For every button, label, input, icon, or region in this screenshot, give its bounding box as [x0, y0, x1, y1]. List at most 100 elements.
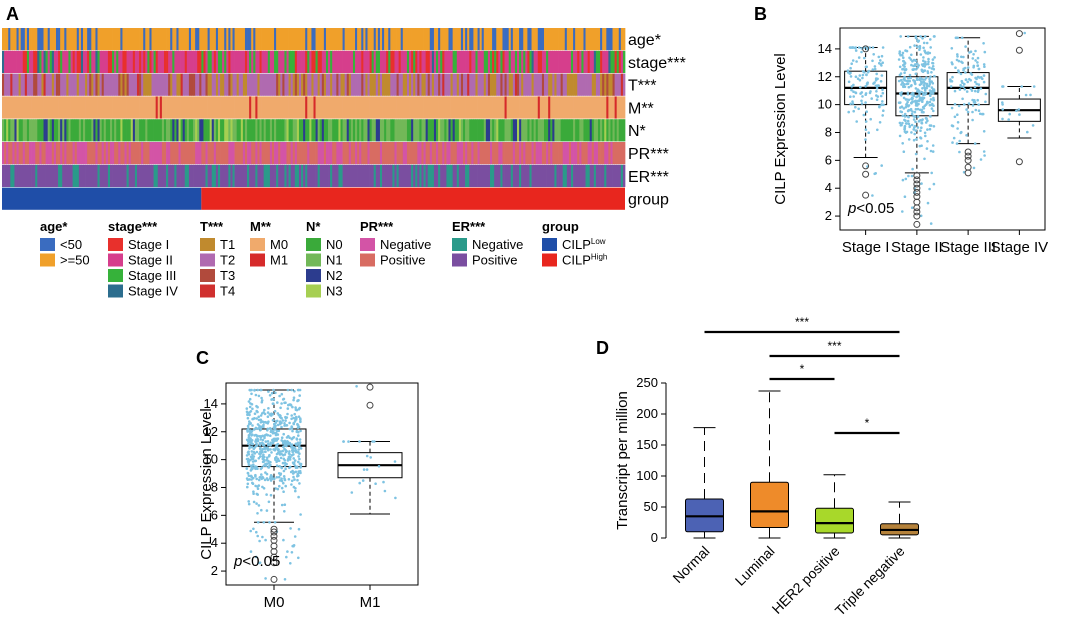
- heatmap-cell: [379, 119, 383, 142]
- heatmap-cell: [373, 28, 377, 51]
- heatmap-cell: [145, 119, 148, 142]
- outlier-point: [1015, 158, 1023, 166]
- jitter-point: [872, 53, 875, 56]
- jitter-point: [973, 85, 977, 89]
- jitter-point: [927, 57, 930, 61]
- heatmap-cell: [440, 50, 443, 73]
- heatmap-cell: [535, 142, 539, 165]
- jitter-point: [861, 95, 864, 98]
- heatmap-cell: [29, 119, 32, 142]
- heatmap-cell: [228, 50, 231, 73]
- heatmap-cell: [344, 119, 348, 142]
- heatmap-cell: [16, 50, 19, 73]
- heatmap-cell: [554, 73, 557, 96]
- heatmap-cell: [305, 164, 308, 187]
- jitter-point: [974, 89, 977, 93]
- heatmap-cell: [595, 164, 599, 187]
- heatmap-cell: [238, 28, 242, 51]
- heatmap-cell: [608, 73, 611, 96]
- jitter-point: [256, 388, 260, 392]
- heatmap-cell: [475, 142, 478, 165]
- heatmap-cell: [74, 119, 78, 142]
- heatmap-cell: [400, 119, 404, 142]
- heatmap-cell: [479, 96, 483, 119]
- heatmap-cell: [313, 28, 316, 51]
- heatmap-cell: [157, 73, 161, 96]
- heatmap-cell: [346, 119, 350, 142]
- heatmap-cell: [566, 73, 570, 96]
- heatmap-cell: [166, 28, 169, 51]
- heatmap-cell: [494, 142, 497, 165]
- jitter-point: [248, 478, 251, 481]
- heatmap-cell: [535, 164, 539, 187]
- jitter-point: [248, 447, 251, 450]
- heatmap-cell: [473, 164, 476, 187]
- jitter-point: [270, 391, 274, 395]
- jitter-point: [920, 126, 923, 129]
- heatmap-cell: [519, 28, 522, 51]
- heatmap-cell: [496, 28, 499, 51]
- heatmap-cell: [581, 50, 584, 73]
- jitter-point: [961, 81, 964, 85]
- heatmap-cell: [37, 119, 40, 142]
- heatmap-cell: [452, 50, 456, 73]
- jitter-point: [855, 60, 858, 63]
- heatmap-cell: [24, 142, 28, 165]
- heatmap-cell: [31, 164, 34, 187]
- jitter-point: [280, 425, 283, 429]
- heatmap-cell: [274, 142, 277, 165]
- heatmap-cell: [481, 50, 485, 73]
- heatmap-cell: [195, 164, 198, 187]
- heatmap-cell: [118, 28, 121, 51]
- heatmap-cell: [18, 73, 22, 96]
- heatmap-cell: [465, 96, 468, 119]
- heatmap-cell: [436, 96, 439, 119]
- jitter-point: [903, 112, 907, 116]
- heatmap-cell: [222, 50, 225, 73]
- heatmap-cell: [527, 96, 530, 119]
- heatmap-cell: [163, 142, 167, 165]
- heatmap-cell: [344, 28, 348, 51]
- heatmap-cell: [51, 73, 55, 96]
- heatmap-cell: [217, 50, 221, 73]
- heatmap-cell: [423, 164, 426, 187]
- jitter-point: [904, 98, 908, 101]
- heatmap-cell: [207, 28, 211, 51]
- heatmap-cell: [587, 119, 591, 142]
- heatmap-cell: [313, 96, 316, 119]
- heatmap-cell: [369, 119, 372, 142]
- heatmap-cell: [415, 73, 418, 96]
- jitter-point: [277, 448, 280, 451]
- heatmap-cell: [556, 28, 559, 51]
- heatmap-cell: [355, 50, 358, 73]
- heatmap-cell: [136, 142, 140, 165]
- heatmap-cell: [190, 96, 194, 119]
- jitter-point: [280, 402, 283, 405]
- heatmap-cell: [78, 119, 82, 142]
- jitter-point: [911, 68, 915, 71]
- heatmap-cell: [311, 28, 314, 51]
- heatmap-cell: [454, 142, 458, 165]
- heatmap-cell: [379, 73, 383, 96]
- heatmap-cell: [392, 73, 395, 96]
- jitter-point: [273, 521, 277, 524]
- heatmap-cell: [53, 164, 57, 187]
- heatmap-cell: [568, 28, 572, 51]
- jitter-point: [275, 460, 278, 464]
- heatmap-cell: [409, 142, 412, 165]
- heatmap-cell: [537, 142, 541, 165]
- jitter-point: [296, 472, 300, 476]
- heatmap-cell: [394, 96, 397, 119]
- jitter-point: [918, 48, 921, 51]
- heatmap-cell: [317, 73, 321, 96]
- heatmap-cell: [595, 50, 599, 73]
- heatmap-cell: [556, 119, 559, 142]
- heatmap-cell: [392, 96, 395, 119]
- jitter-point: [973, 142, 977, 145]
- jitter-point: [279, 406, 282, 410]
- heatmap-cell: [336, 96, 339, 119]
- heatmap-cell: [161, 119, 165, 142]
- heatmap-cell: [43, 28, 46, 51]
- heatmap-track-label: M**: [628, 100, 654, 117]
- heatmap-cell: [436, 73, 439, 96]
